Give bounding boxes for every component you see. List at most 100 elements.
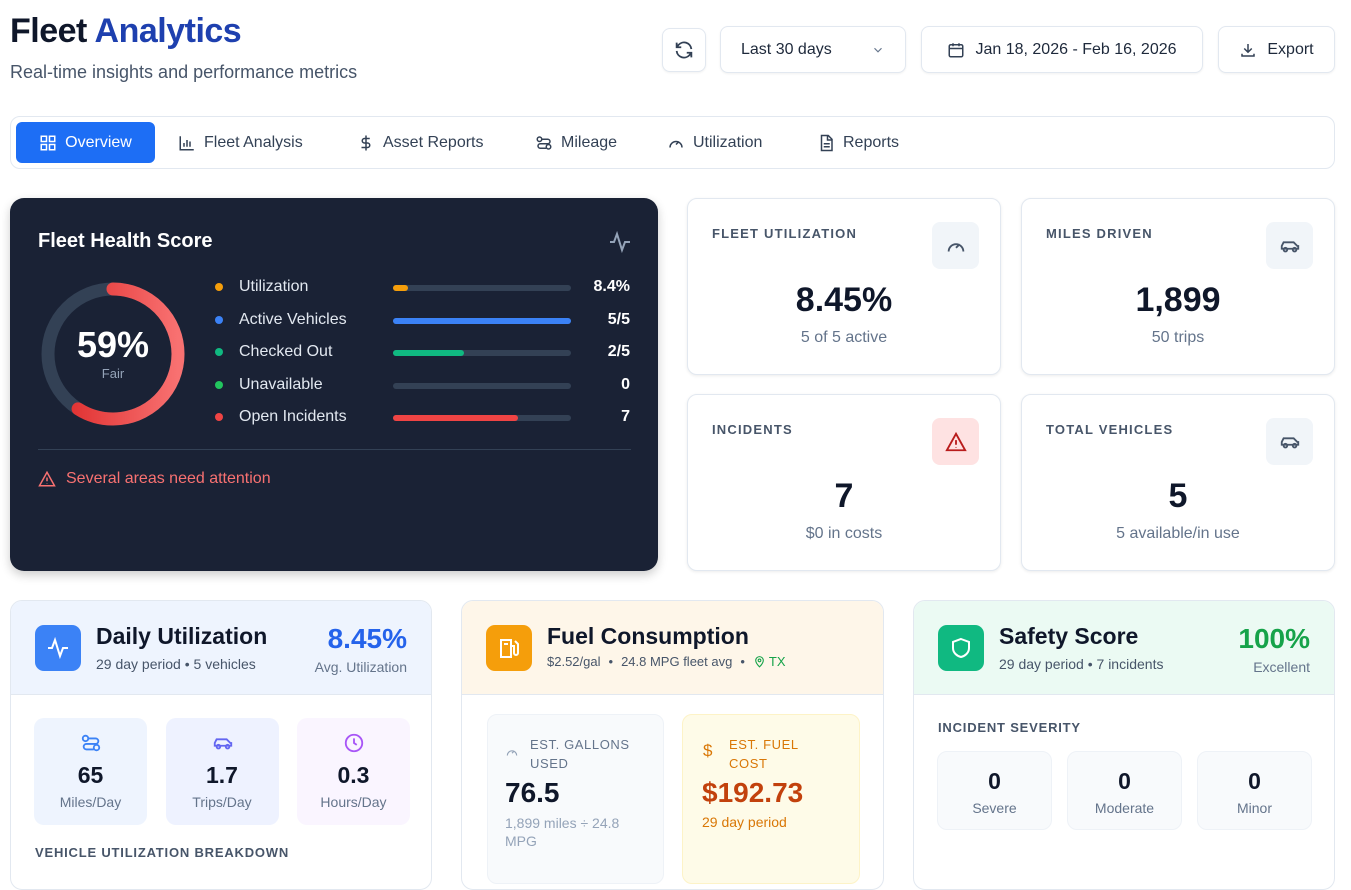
tab-bar [10,116,1335,169]
row-label: Unavailable [239,375,323,393]
health-title: Fleet Health Score [38,230,213,252]
chevron-icon [874,47,882,53]
tab[interactable]: Mileage [535,122,617,163]
row-dot [215,315,223,324]
calendar-icon [948,42,964,57]
stat-icon [932,418,979,465]
tab-icon [361,135,371,150]
metric-box: 1.7 Trips/Day [165,718,279,825]
row-label: Utilization [239,278,309,295]
row-dot [215,413,223,421]
row-dot [215,283,223,291]
panel-header [914,601,1334,695]
export-button[interactable]: Export [1218,26,1335,73]
panel-subtitle: 29 day period • 5 vehicles [96,656,256,672]
cost-box: $ EST. FUEL COST $192.73 29 day period [682,714,860,884]
gauge-arc [41,282,185,426]
panel-title: Safety Score [999,623,1139,649]
fuel-price: $2.52/gal [547,654,601,669]
row-dot [215,348,223,356]
metric-box: 65 Miles/Day [34,718,147,825]
gallons-value: 76.5 [505,777,560,808]
page-subtitle: Real-time insights and performance metri… [10,62,358,82]
bar-track [393,317,571,324]
bar-track [393,285,571,291]
metric-icon [80,732,102,759]
bar-track [393,350,571,356]
tab[interactable]: Fleet Analysis [178,122,303,163]
row-value: 7 [621,408,630,425]
health-rating: Fair [101,366,125,381]
metric-value: 1.7 [206,762,238,788]
stat-sub: 5 available/in use [1116,525,1240,542]
tab-icon [40,135,56,150]
stat-value: 8.45% [795,281,893,319]
cost-note: 29 day period [702,814,787,830]
severity-label: Severe [972,800,1017,816]
title-accent: Analytics [94,12,242,50]
panel-caption: Avg. Utilization [314,659,407,675]
metric-label: Miles/Day [59,794,122,810]
panel-value: 8.45% [327,623,407,654]
tab-icon [669,140,683,148]
severity-value: 0 [1118,768,1131,794]
fuel-panel: Fuel Consumption $2.52/gal • 24.8 MPG flee… [461,600,884,890]
divider [38,449,631,450]
metric-box: 0.3 Hours/Day [297,718,410,825]
severity-box: 0 Severe [937,751,1052,830]
metric-value: 65 [77,762,104,788]
stat-icon [1266,222,1313,269]
date-picker[interactable]: Jan 18, 2026 - Feb 16, 2026 [921,26,1203,73]
severity-box: 0 Moderate [1067,751,1182,830]
severity-box: 0 Minor [1197,751,1312,830]
tab[interactable]: Utilization [667,122,762,163]
stat-label: FLEET UTILIZATION [712,226,858,241]
bar-track [393,415,571,421]
row-value: 0 [621,375,630,393]
tab-label: Reports [843,133,900,151]
bar-fill [393,415,518,421]
tab-label: Mileage [561,133,618,151]
row-value: 5/5 [607,310,630,328]
tab[interactable]: Reports [817,122,899,163]
export-label: Export [1267,40,1314,58]
stat-label: MILES DRIVEN [1046,226,1153,241]
tab-icon [179,135,194,150]
severity-label: Moderate [1094,800,1155,816]
refresh-button[interactable] [662,28,706,72]
tab-label: Fleet Analysis [204,133,303,151]
stat-card: FLEET UTILIZATION 8.45% 5 of 5 active [687,198,1001,375]
stat-label: TOTAL VEHICLES [1046,422,1174,437]
stat-value: 1,899 [1135,281,1221,319]
health-warning: Several areas need attention [38,470,271,488]
gallons-note: 1,899 miles ÷ 24.8 MPG [505,815,620,849]
metric-icon [343,732,365,759]
severity-value: 0 [1248,768,1261,794]
metric-icon [212,732,234,759]
row-label: Open Incidents [239,408,347,425]
tab[interactable]: Overview [16,122,155,163]
cost-label: EST. FUEL COST [729,737,799,771]
bar-fill [393,350,465,356]
panel-icon [35,625,81,671]
pulse-icon [610,230,630,254]
fuel-mpg: 24.8 MPG fleet avg [621,654,733,669]
section-label: VEHICLE UTILIZATION BREAKDOWN [35,845,290,860]
row-value: 2/5 [607,343,630,360]
panel-header [462,601,883,695]
panel-value: 100% [1238,623,1310,654]
health-card: Fleet Health Score 59% Fair Utilization 8… [10,198,658,571]
title-lead: Fleet [10,12,87,50]
tab-label: Utilization [693,133,763,151]
stat-value: 7 [834,477,854,515]
panel-icon [486,625,532,671]
metric-label: Trips/Day [192,794,252,810]
date-range: Jan 18, 2026 - Feb 16, 2026 [975,40,1177,58]
range-select[interactable]: Last 30 days [720,26,906,73]
bar-fill [393,285,408,291]
tab-icon [820,134,833,151]
warning-text: Several areas need attention [66,470,271,487]
tab[interactable]: Asset Reports [357,122,483,163]
panel-icon [938,625,984,671]
stat-sub: 5 of 5 active [800,329,888,346]
